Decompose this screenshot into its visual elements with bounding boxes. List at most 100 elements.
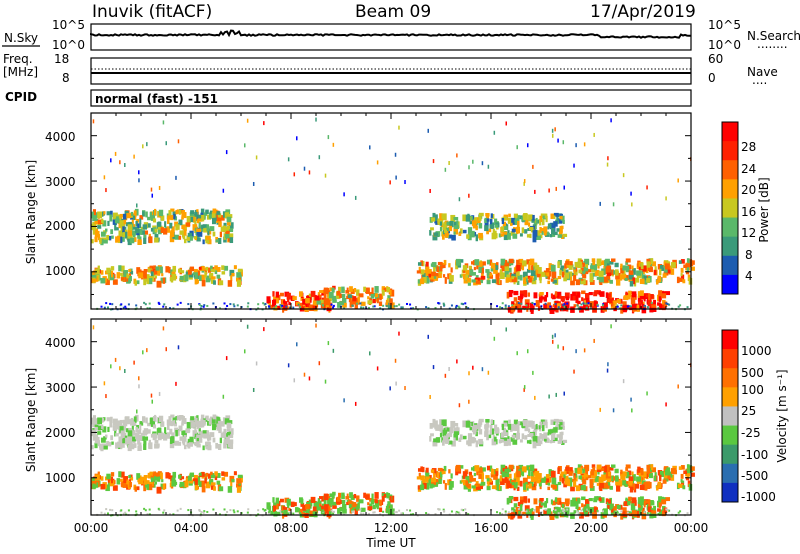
power-cell [237, 268, 243, 273]
velocity-cell [381, 495, 385, 502]
power-cell [448, 263, 451, 268]
power-cell [510, 217, 516, 225]
velocity-cell [529, 508, 534, 513]
power-cell [540, 296, 545, 300]
velocity-ground [127, 509, 130, 512]
velocity-cell [472, 466, 476, 472]
power-ground [460, 302, 463, 305]
power-cell [611, 258, 616, 262]
power-ground [280, 305, 283, 308]
power-cell [142, 211, 145, 217]
power-cell [430, 263, 435, 267]
power-ground [442, 302, 445, 305]
power-cell [547, 223, 552, 229]
velocity-cell [117, 420, 122, 427]
velocity-cell [459, 434, 463, 440]
power-cell [492, 228, 495, 236]
velocity-cell [450, 420, 456, 428]
power-cell [220, 215, 225, 221]
power-cell [447, 230, 450, 234]
velocity-cell [608, 499, 611, 504]
velocity-cell [215, 445, 219, 449]
power-cell [549, 307, 555, 314]
velocity-ground [280, 511, 283, 514]
power-cell [519, 290, 524, 294]
power-cell [583, 303, 586, 309]
power-cell [553, 221, 558, 227]
power-cell [519, 274, 523, 281]
power-cell [495, 265, 499, 271]
power-cell [231, 272, 235, 277]
velocity-cell [570, 486, 575, 492]
vel-cb-tick-500: 500 [741, 366, 764, 380]
power-cell [446, 221, 451, 226]
power-cell [690, 266, 695, 271]
velocity-cell [354, 508, 358, 515]
power-cell [110, 229, 114, 235]
power-cell [120, 277, 125, 281]
velocity-cell [631, 497, 637, 504]
cpid-label: CPID [5, 90, 37, 104]
velocity-ground [616, 510, 619, 513]
velocity-cell [166, 432, 171, 439]
power-ground [289, 306, 292, 309]
velocity-cell [287, 504, 290, 509]
power-cell [194, 215, 199, 221]
power-ground [620, 304, 623, 307]
power-ground [616, 305, 619, 308]
power-cell [209, 226, 215, 232]
velocity-cell [516, 434, 519, 441]
velocity-ground [520, 508, 523, 511]
power-cell [522, 305, 527, 310]
velocity-cell [528, 432, 534, 437]
velocity-speckle [583, 348, 586, 353]
velocity-cell [425, 467, 429, 475]
power-cell [185, 271, 189, 277]
power-cell [584, 258, 590, 266]
noise-right-label: N.Search [747, 29, 800, 43]
velocity-cell [551, 433, 555, 441]
power-cell [153, 265, 157, 270]
power-ground [665, 302, 668, 305]
power-cell [481, 261, 486, 266]
power-speckle [563, 185, 565, 190]
velocity-cell [606, 478, 612, 483]
power-cell [440, 223, 444, 228]
power-speckle [105, 188, 107, 193]
velocity-cell [646, 467, 651, 474]
velocity-cell [231, 478, 235, 483]
velocity-cell [118, 436, 123, 443]
velocity-cell [207, 434, 210, 442]
velocity-cell [653, 475, 657, 481]
power-speckle [444, 167, 447, 172]
power-cell [609, 279, 613, 284]
velocity-cell [553, 421, 556, 426]
velocity-cell [363, 492, 366, 498]
velocity-cell [229, 443, 234, 450]
power-cb-tick-8: 8 [745, 248, 753, 262]
velocity-cell [305, 504, 310, 510]
power-cell [211, 276, 216, 280]
power-cell [214, 270, 218, 275]
power-cell [133, 237, 137, 242]
power-cell [332, 285, 336, 290]
power-ground [362, 306, 365, 309]
power-ground [202, 305, 205, 308]
velocity-cell [589, 507, 595, 514]
velocity-ground [425, 512, 428, 515]
power-cell [589, 276, 594, 283]
velocity-ground [584, 508, 587, 511]
velocity-cell [138, 434, 143, 441]
power-cell [599, 276, 604, 283]
power-cell [181, 225, 186, 230]
velocity-cell [110, 435, 114, 441]
power-cell [213, 280, 216, 285]
velocity-cell [129, 443, 135, 450]
power-ground [596, 303, 599, 306]
power-cell [509, 278, 515, 283]
velocity-cell [132, 421, 136, 426]
power-cell [198, 266, 202, 270]
velocity-ground [412, 513, 415, 516]
velocity-cell [686, 472, 690, 478]
power-cell [95, 268, 100, 275]
